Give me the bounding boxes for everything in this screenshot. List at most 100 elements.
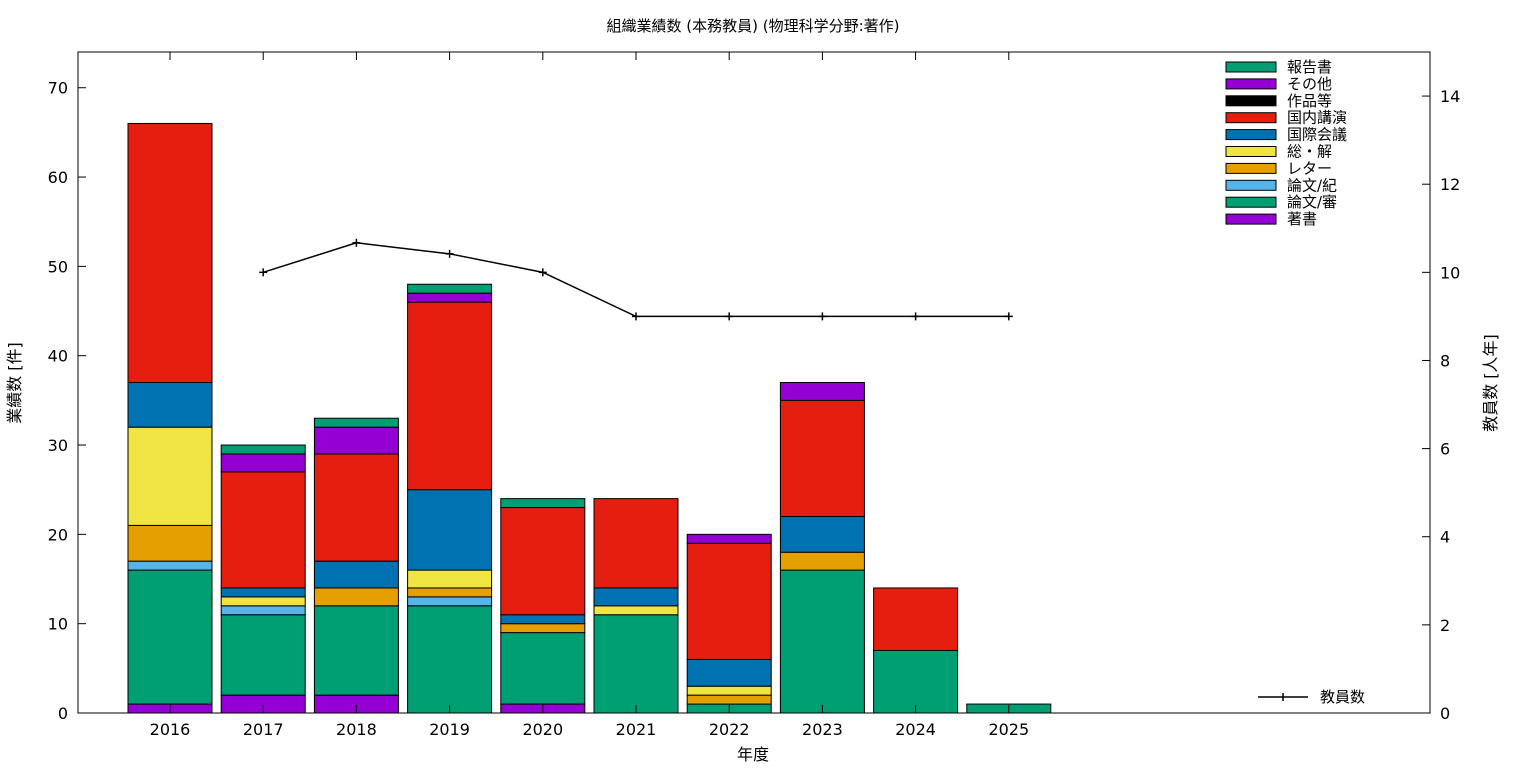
x-axis-label: 年度 — [737, 745, 769, 764]
legend-label: 報告書 — [1287, 58, 1332, 76]
legend-label: その他 — [1287, 75, 1332, 93]
chart-title: 組織業績数 (本務教員) (物理科学分野:著作) — [607, 17, 900, 35]
plot-frame — [77, 51, 1431, 714]
legend-label: 著書 — [1287, 210, 1317, 228]
x-tick-label: 2021 — [616, 720, 657, 739]
x-tick-label: 2025 — [988, 720, 1029, 739]
legend-label: 国内講演 — [1287, 109, 1347, 127]
y2-tick-label: 4 — [1440, 528, 1450, 547]
y-tick-label: 0 — [58, 704, 68, 723]
y-tick-label: 40 — [48, 347, 68, 366]
legend-label: 国際会議 — [1287, 126, 1347, 144]
bar-segment — [500, 623, 586, 634]
bar-segment — [500, 498, 586, 509]
y2-tick-label: 0 — [1440, 704, 1450, 723]
bar-segment — [220, 444, 306, 455]
bar-segment — [407, 301, 493, 491]
y-tick-label: 70 — [48, 79, 68, 98]
bar-segment — [593, 614, 679, 714]
bar-segment — [407, 569, 493, 589]
bar-segment — [407, 605, 493, 714]
bar-segment — [220, 587, 306, 598]
line-legend: 教員数 — [1258, 688, 1365, 706]
bar-segment — [313, 426, 399, 455]
y2-axis-label: 教員数 [人年] — [1481, 334, 1500, 432]
x-tick-label: 2022 — [709, 720, 750, 739]
axes-layer: 0 10 20 30 40 50 60 70 0 2 4 6 8 10 12 14 2016 2017 2018 20… — [48, 52, 1460, 739]
x-tick-label: 2016 — [150, 720, 191, 739]
x-tick-label: 2019 — [429, 720, 470, 739]
x-tick-label: 2018 — [336, 720, 377, 739]
legend-swatch — [1225, 213, 1277, 225]
bar-segment — [779, 399, 865, 517]
bar-segment — [407, 489, 493, 571]
y2-tick-label: 6 — [1440, 440, 1450, 459]
legend-swatch — [1225, 196, 1277, 208]
bar-segment — [407, 596, 493, 607]
bars-layer — [127, 122, 1052, 714]
bar-segment — [500, 614, 586, 625]
bar-segment — [127, 382, 213, 428]
line-layer — [259, 238, 1013, 321]
legend-swatch — [1225, 78, 1277, 90]
bar-segment — [313, 417, 399, 428]
bar-segment — [313, 560, 399, 589]
y-tick-label: 60 — [48, 168, 68, 187]
bar-segment — [686, 658, 772, 687]
bar-segment — [127, 426, 213, 526]
bar-segment — [779, 515, 865, 553]
bar-segment — [779, 569, 865, 714]
y-tick-label: 20 — [48, 525, 68, 544]
y-axis-label: 業績数 [件] — [5, 342, 24, 424]
bar-segment — [500, 632, 586, 705]
bar-segment — [127, 569, 213, 705]
legend-label: レター — [1287, 159, 1332, 177]
bar-segment — [407, 587, 493, 598]
legend-swatch — [1225, 112, 1277, 124]
y-tick-label: 10 — [48, 615, 68, 634]
bar-segment — [407, 283, 493, 294]
bar-segment — [220, 471, 306, 589]
bar-segment — [220, 605, 306, 616]
bar-segment — [313, 605, 399, 696]
y-tick-label: 30 — [48, 436, 68, 455]
legend-swatch — [1225, 146, 1277, 157]
bar-segment — [127, 524, 213, 562]
x-tick-label: 2020 — [522, 720, 563, 739]
bar-segment — [686, 533, 772, 544]
legend-swatch — [1225, 179, 1277, 191]
legend-swatch — [1225, 162, 1277, 174]
legend-label: 作品等 — [1287, 92, 1332, 110]
bar-segment — [593, 605, 679, 616]
legend-swatch — [1225, 95, 1277, 107]
bar-segment — [593, 498, 679, 589]
y2-tick-label: 10 — [1440, 263, 1460, 282]
y2-tick-label: 14 — [1440, 87, 1460, 106]
bar-segment — [873, 587, 959, 651]
legend-swatch — [1225, 61, 1277, 73]
bar-segment — [220, 596, 306, 607]
bar-segment — [686, 542, 772, 660]
line-legend-label: 教員数 — [1320, 688, 1365, 706]
legend-label: 総・解 — [1287, 143, 1332, 161]
legend-swatch — [1225, 129, 1277, 141]
bar-segment — [686, 685, 772, 696]
bar-segment — [779, 551, 865, 571]
x-tick-label: 2017 — [243, 720, 284, 739]
faculty-line — [262, 242, 1009, 318]
bar-segment — [779, 382, 865, 401]
bar-segment — [407, 292, 493, 303]
x-tick-label: 2023 — [802, 720, 843, 739]
y-tick-label: 50 — [48, 257, 68, 276]
bar-segment — [313, 587, 399, 607]
bar-segment — [127, 560, 213, 571]
legend-label: 論文/審 — [1287, 193, 1337, 211]
y2-tick-label: 8 — [1440, 351, 1450, 370]
bar-segment — [127, 122, 213, 383]
x-tick-label: 2024 — [895, 720, 936, 739]
bar-segment — [686, 694, 772, 705]
bar-segment — [873, 649, 959, 714]
y2-tick-label: 2 — [1440, 616, 1450, 635]
